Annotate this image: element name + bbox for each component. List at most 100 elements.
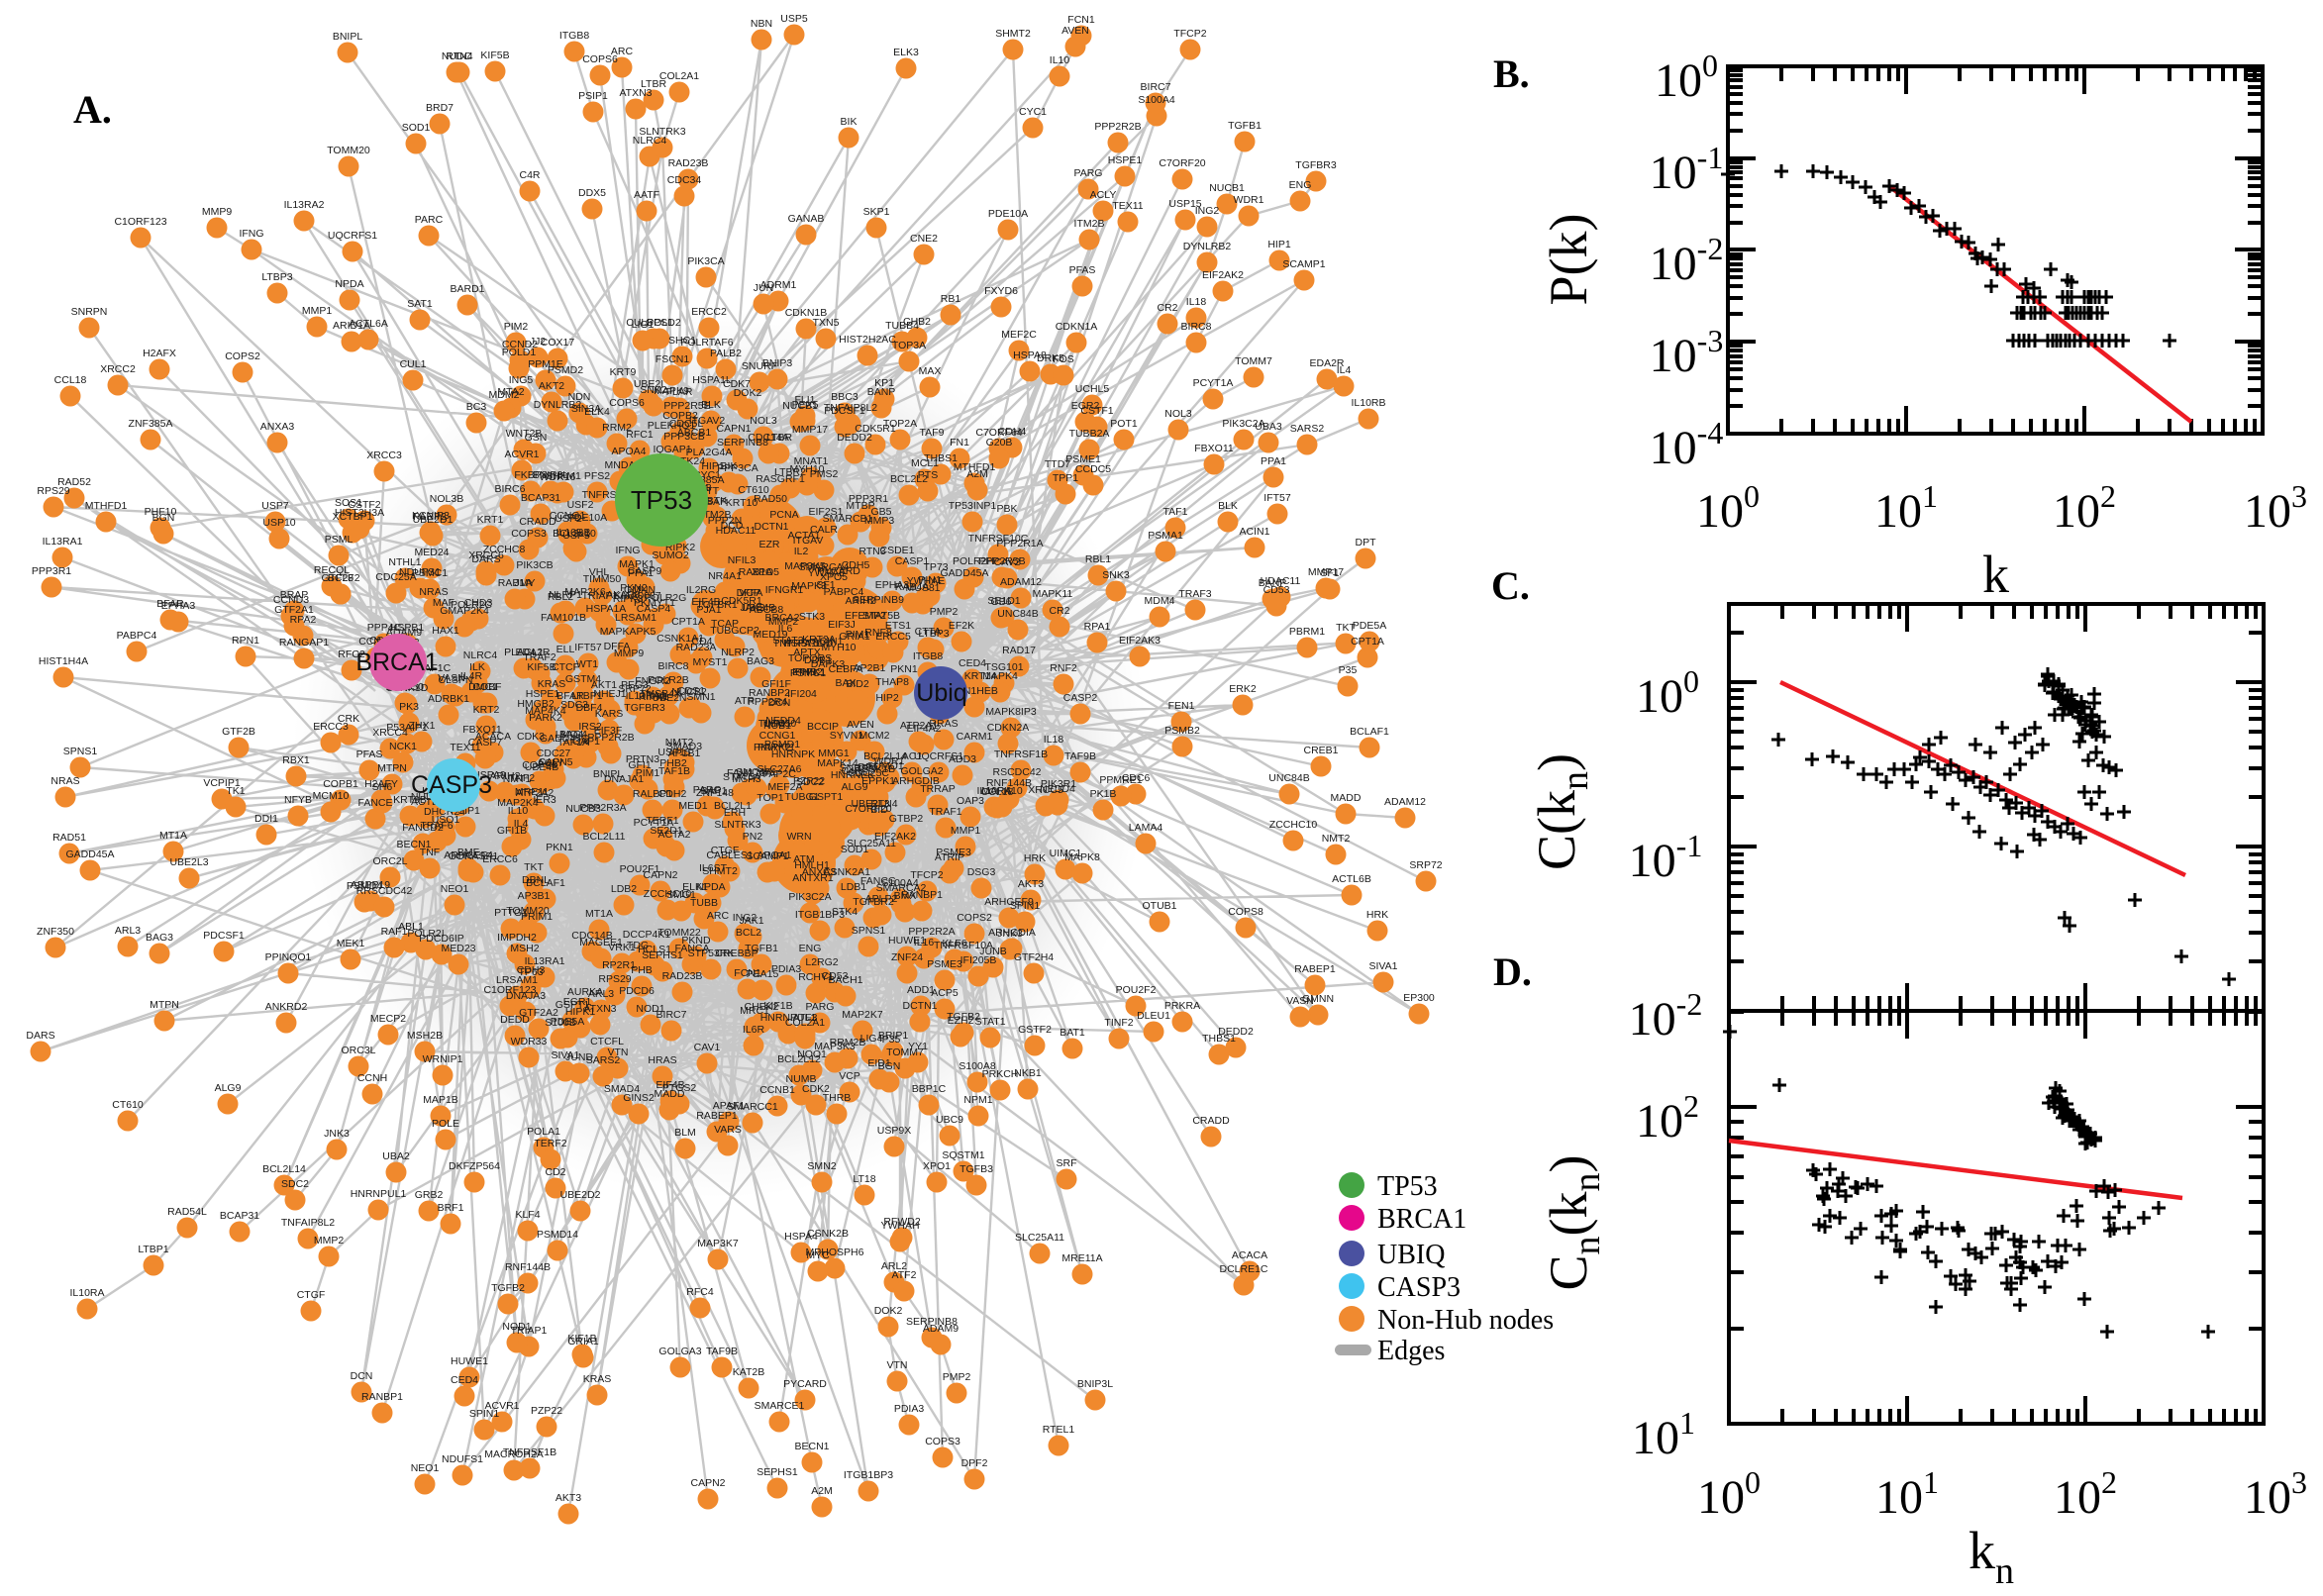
svg-text:UCHL5: UCHL5: [1075, 383, 1110, 395]
svg-text:CABLES1: CABLES1: [706, 849, 753, 861]
svg-text:DARS: DARS: [471, 553, 500, 565]
svg-text:SDC2: SDC2: [281, 1178, 309, 1190]
svg-text:XRCC2: XRCC2: [100, 363, 136, 375]
svg-text:MAP3K7: MAP3K7: [697, 1238, 739, 1249]
svg-text:SHMT2: SHMT2: [702, 865, 738, 877]
svg-text:RPA2: RPA2: [290, 614, 317, 626]
svg-text:LRSAM1: LRSAM1: [496, 974, 538, 986]
svg-text:EIF4B: EIF4B: [656, 1079, 684, 1091]
svg-text:MDM4: MDM4: [1145, 595, 1175, 607]
svg-text:TNF2: TNF2: [509, 772, 535, 784]
svg-text:BGN: BGN: [878, 1060, 901, 1072]
svg-text:HIST2H2AC: HIST2H2AC: [839, 334, 896, 346]
svg-text:SNRPN: SNRPN: [840, 762, 876, 774]
svg-text:COL2A1: COL2A1: [785, 1017, 825, 1029]
svg-text:PIK3C2A: PIK3C2A: [788, 891, 831, 903]
svg-text:TEX11: TEX11: [1112, 200, 1143, 212]
svg-text:PPP3R1: PPP3R1: [32, 565, 71, 577]
svg-text:MAP2K6: MAP2K6: [564, 586, 606, 598]
svg-text:CASP3: CASP3: [411, 771, 492, 799]
svg-text:WT1: WT1: [576, 658, 598, 670]
svg-text:ATXN3: ATXN3: [619, 87, 652, 99]
svg-text:SOD1: SOD1: [841, 844, 869, 855]
svg-text:WDR16: WDR16: [540, 471, 576, 483]
svg-text:SIVA1: SIVA1: [1369, 960, 1398, 972]
svg-text:CARM1: CARM1: [957, 731, 993, 743]
svg-text:MED24: MED24: [414, 547, 449, 558]
svg-text:TUBB2A: TUBB2A: [1069, 428, 1110, 440]
svg-text:ANTXR1: ANTXR1: [792, 872, 834, 884]
svg-text:COX17: COX17: [541, 337, 575, 349]
svg-text:RNF8: RNF8: [864, 627, 892, 639]
svg-text:ARC: ARC: [611, 46, 634, 57]
svg-text:TGFBR2: TGFBR2: [853, 896, 894, 908]
svg-text:MCL1: MCL1: [911, 457, 939, 469]
svg-text:ARHGDIB: ARHGDIB: [892, 775, 940, 787]
svg-text:PKMYT1: PKMYT1: [634, 597, 675, 609]
svg-text:RAD50: RAD50: [754, 493, 787, 505]
svg-text:CDC5L: CDC5L: [669, 418, 704, 430]
svg-text:MAPKAPK5: MAPKAPK5: [600, 626, 656, 638]
svg-text:PIK3CB: PIK3CB: [516, 559, 553, 571]
svg-text:XPO5: XPO5: [820, 571, 848, 583]
svg-text:RABEP1: RABEP1: [1294, 963, 1336, 975]
svg-text:PSMD4: PSMD4: [347, 880, 382, 892]
svg-text:PKN1: PKN1: [890, 663, 918, 675]
svg-text:NLRP1: NLRP1: [549, 589, 582, 601]
svg-text:PSML: PSML: [325, 534, 354, 546]
svg-text:EIF3J: EIF3J: [828, 619, 855, 631]
svg-text:MED23: MED23: [441, 943, 475, 954]
svg-text:ZNF385A: ZNF385A: [129, 418, 173, 430]
svg-text:KLF4: KLF4: [515, 1209, 540, 1221]
svg-text:SMG1: SMG1: [666, 889, 696, 901]
svg-text:PMS2: PMS2: [810, 468, 839, 480]
svg-text:BAG3: BAG3: [146, 932, 173, 944]
svg-text:BCL2L1: BCL2L1: [714, 800, 752, 812]
svg-text:MMP17: MMP17: [792, 424, 828, 436]
svg-text:BRCA1: BRCA1: [355, 648, 438, 676]
svg-text:VASN: VASN: [438, 672, 465, 684]
svg-text:FXYD6: FXYD6: [984, 285, 1018, 297]
svg-text:HIP1: HIP1: [701, 460, 725, 472]
svg-text:RTEL1: RTEL1: [1043, 1424, 1075, 1436]
svg-text:AVEN: AVEN: [1061, 25, 1089, 37]
svg-text:FANCA: FANCA: [674, 943, 709, 954]
svg-text:SHC1: SHC1: [668, 335, 696, 347]
svg-text:BCL3: BCL3: [328, 572, 354, 584]
svg-text:ARIH2: ARIH2: [846, 595, 876, 607]
svg-text:MAP2K4: MAP2K4: [497, 797, 539, 809]
svg-text:TUBB4: TUBB4: [885, 320, 919, 332]
svg-text:CASP3: CASP3: [1377, 1272, 1461, 1303]
svg-text:KIF1B: KIF1B: [567, 1333, 596, 1345]
svg-text:HIPK1: HIPK1: [565, 1006, 596, 1018]
svg-text:SLC25A11: SLC25A11: [1015, 1232, 1064, 1244]
svg-text:TOP1: TOP1: [757, 792, 783, 804]
svg-text:IER3: IER3: [533, 794, 556, 806]
svg-text:GPS1: GPS1: [646, 317, 673, 329]
svg-text:GANAB: GANAB: [788, 213, 825, 225]
svg-text:CASP4: CASP4: [637, 603, 671, 615]
svg-text:APLP2: APLP2: [865, 893, 898, 905]
svg-text:PPM1E: PPM1E: [528, 358, 563, 370]
svg-text:ITGB1BP3: ITGB1BP3: [844, 1469, 893, 1481]
svg-text:EIF2AK3: EIF2AK3: [1119, 635, 1161, 647]
svg-text:GFI1F: GFI1F: [761, 678, 791, 690]
svg-text:DOK2: DOK2: [874, 1305, 903, 1317]
svg-text:TFCP2: TFCP2: [1173, 28, 1206, 40]
svg-text:RIPK3: RIPK3: [613, 593, 644, 605]
svg-text:CDH4: CDH4: [998, 426, 1027, 438]
svg-text:ADAM12: ADAM12: [1384, 796, 1426, 808]
svg-text:STAT1: STAT1: [974, 1016, 1005, 1028]
svg-text:PEX5: PEX5: [792, 399, 819, 411]
svg-text:CPT1A: CPT1A: [1351, 636, 1384, 648]
svg-text:PHB2: PHB2: [795, 666, 823, 678]
svg-text:ITGB8: ITGB8: [559, 30, 590, 42]
svg-text:ARHGEF9: ARHGEF9: [984, 896, 1034, 908]
svg-text:PZP22: PZP22: [793, 775, 825, 787]
svg-text:UBC9: UBC9: [936, 1114, 963, 1126]
svg-text:MEF2A: MEF2A: [767, 781, 802, 793]
svg-text:PPP2R5B: PPP2R5B: [978, 555, 1025, 567]
svg-text:CSTF2: CSTF2: [348, 499, 380, 511]
svg-text:PSME1: PSME1: [1065, 453, 1101, 465]
svg-text:POLR2G: POLR2G: [645, 592, 687, 604]
